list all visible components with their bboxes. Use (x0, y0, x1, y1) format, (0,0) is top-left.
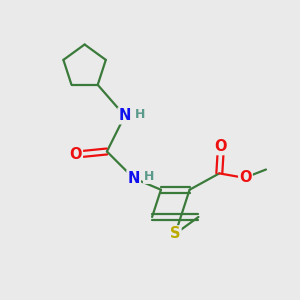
Text: O: O (239, 170, 252, 185)
Text: N: N (128, 171, 140, 186)
Text: N: N (118, 108, 131, 123)
Text: H: H (144, 170, 154, 183)
Text: S: S (170, 226, 181, 241)
Text: O: O (69, 147, 82, 162)
Text: O: O (214, 139, 227, 154)
Text: H: H (135, 107, 146, 121)
